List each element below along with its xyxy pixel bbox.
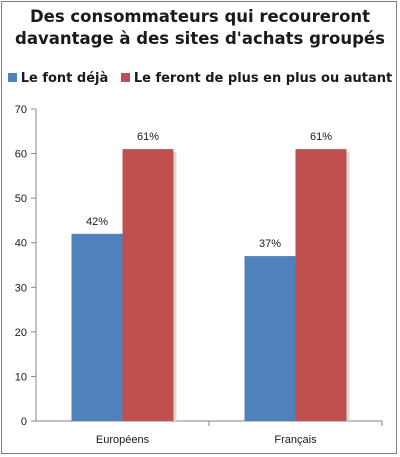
y-tick-label: 20 [15, 327, 27, 339]
legend-swatch-series-2 [120, 73, 130, 82]
data-label: 61% [137, 131, 159, 143]
chart-title: Des consommateurs qui recoureront davant… [0, 6, 400, 50]
data-label: 42% [86, 216, 108, 228]
data-label: 61% [310, 131, 332, 143]
x-category-label: Européens [96, 434, 150, 446]
chart-legend: Le font déjà Le feront de plus en plus o… [0, 71, 400, 86]
y-tick-label: 30 [15, 282, 27, 294]
legend-item-series-2: Le feront de plus en plus ou autant [120, 71, 393, 86]
bar-series-1 [71, 233, 123, 421]
legend-label-series-2: Le feront de plus en plus ou autant [133, 71, 393, 86]
bar-series-2 [122, 149, 174, 421]
legend-swatch-series-1 [7, 73, 17, 82]
bar-series-2 [295, 149, 347, 421]
bar-series-1 [244, 256, 296, 421]
y-tick-label: 0 [21, 416, 27, 428]
y-tick-label: 60 [15, 149, 27, 161]
chart-title-line-2: davantage à des sites d'achats groupés [15, 29, 385, 48]
y-tick-label: 50 [15, 193, 27, 205]
y-tick-label: 10 [15, 371, 27, 383]
y-tick-label: 40 [15, 238, 27, 250]
chart-title-line-1: Des consommateurs qui recoureront [29, 7, 371, 26]
x-category-label: Français [274, 434, 317, 446]
legend-item-series-1: Le font déjà [7, 71, 109, 86]
y-tick-label: 70 [15, 104, 27, 116]
legend-label-series-1: Le font déjà [20, 71, 109, 86]
data-label: 37% [259, 238, 281, 250]
